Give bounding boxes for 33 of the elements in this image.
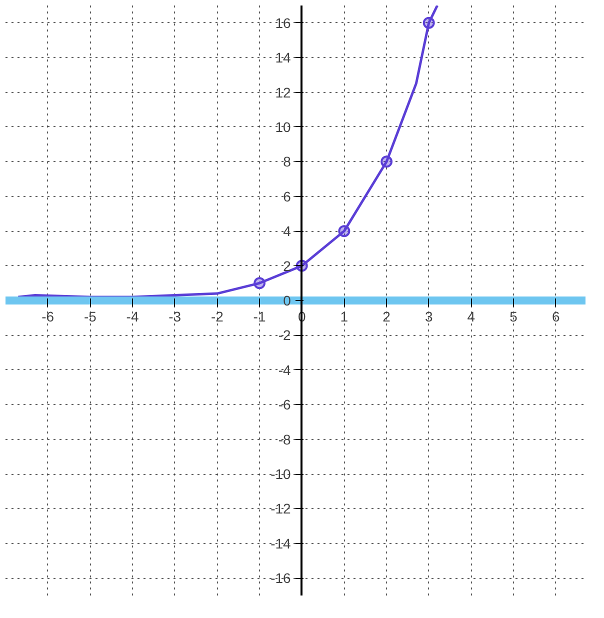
y-tick-label: -10 [270, 466, 292, 482]
y-tick-label: 0 [283, 292, 292, 308]
x-tick-label: -3 [168, 308, 182, 324]
x-tick-label: -1 [253, 308, 266, 324]
point [254, 277, 266, 290]
y-tick-label: 2 [283, 258, 292, 274]
y-tick-label: 16 [275, 14, 292, 31]
y-tick-label: 10 [275, 118, 292, 135]
x-tick-label: 2 [382, 308, 391, 324]
x-tick-label: 6 [552, 308, 560, 324]
point [422, 16, 435, 29]
y-tick-label: -14 [270, 535, 292, 552]
x-tick-label: 3 [424, 308, 433, 324]
y-tick-label: 14 [275, 50, 292, 66]
x-tick-label: -2 [210, 308, 224, 324]
y-tick-label: 12 [275, 84, 292, 100]
y-tick-label: 4 [283, 223, 292, 240]
x-tick-label: -5 [84, 308, 97, 324]
x-tick-label: -6 [42, 308, 54, 324]
y-tick-label: -6 [278, 396, 292, 413]
y-tick-label: 6 [283, 188, 292, 204]
point [380, 156, 393, 168]
y-tick-label: -4 [278, 362, 292, 378]
point [338, 225, 350, 238]
x-tick-label: 5 [510, 308, 518, 324]
x-tick-label: 1 [340, 308, 348, 324]
y-tick-label: 8 [283, 154, 292, 170]
y-tick-label: -12 [270, 500, 292, 517]
y-tick-label: -16 [270, 570, 292, 586]
y-tick-label: -2 [278, 327, 292, 344]
x-tick-label: 4 [467, 308, 476, 324]
x-tick-label: -4 [126, 308, 139, 324]
y-tick-label: -8 [278, 431, 292, 448]
